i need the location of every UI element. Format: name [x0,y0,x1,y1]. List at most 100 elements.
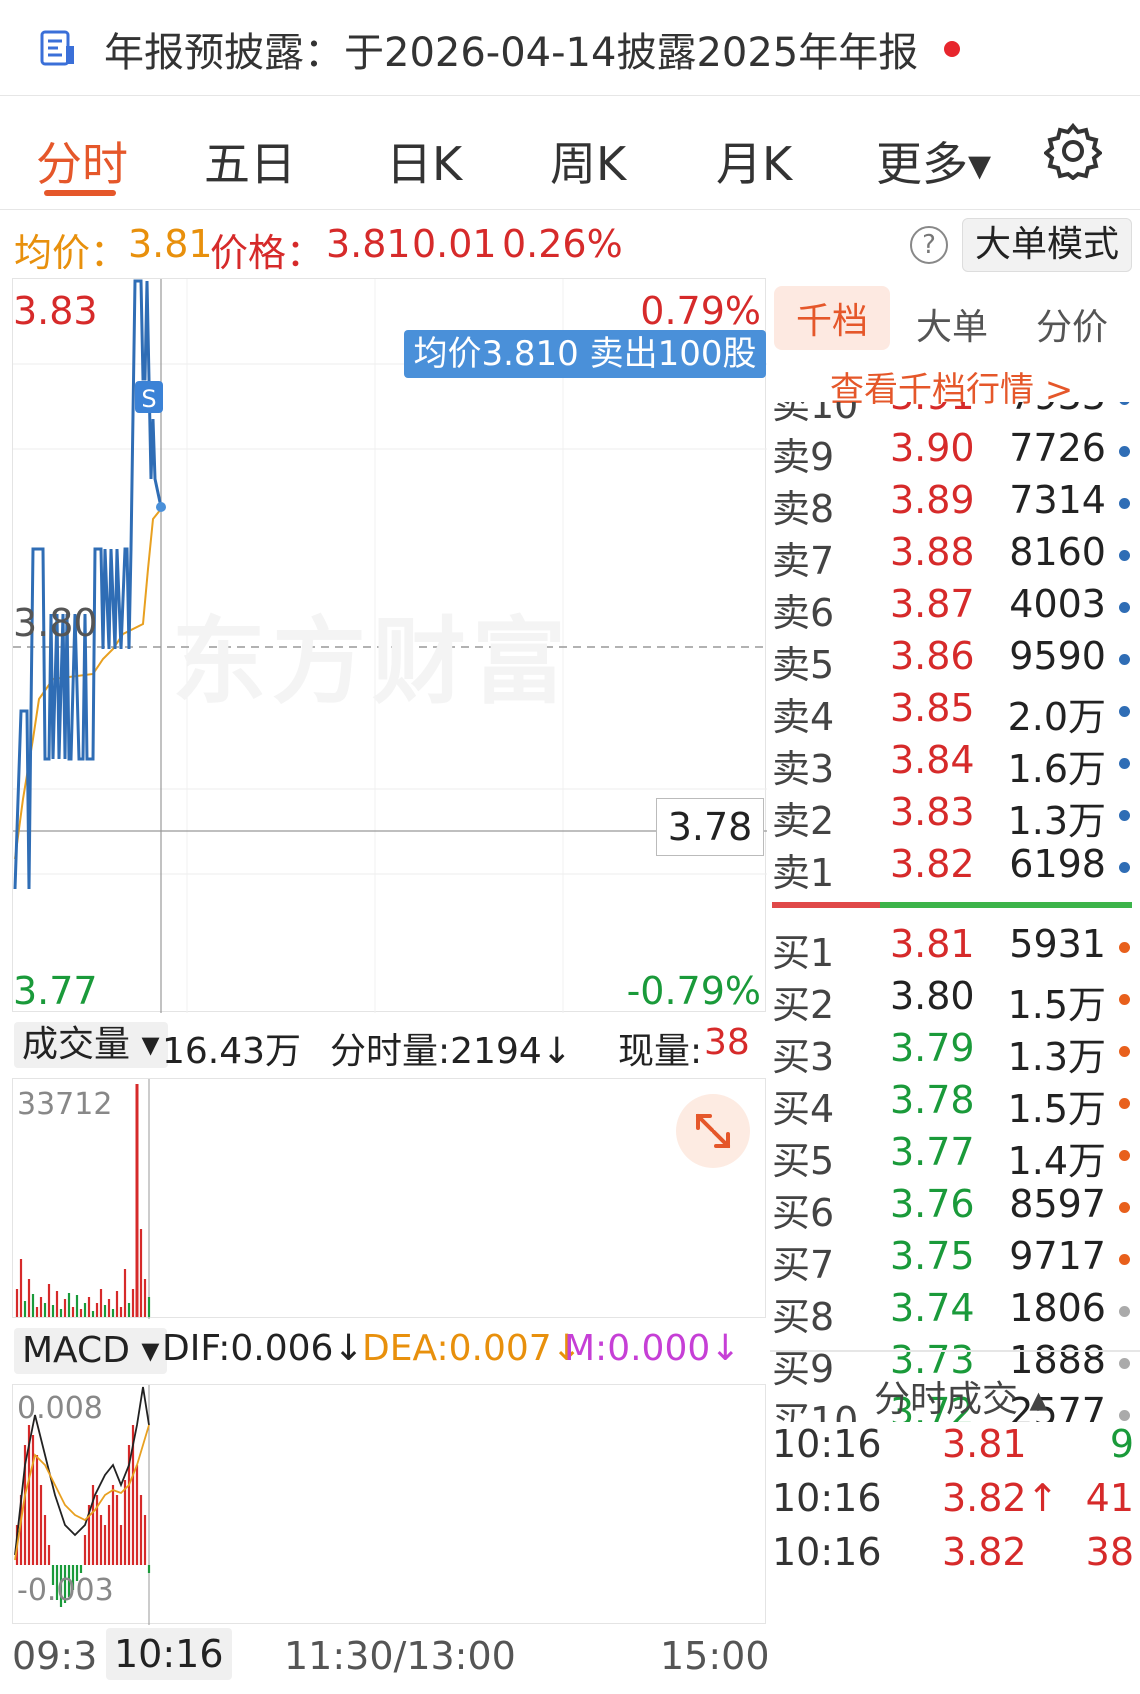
announcement-bar[interactable]: 年报预披露：于2026-04-14披露2025年年报 [0,0,1140,96]
buy-row[interactable]: 买9 3.73 1888 [770,1338,1140,1391]
macd-dea: DEA:0.007↓ [362,1328,582,1369]
order-price: 3.83 [890,790,975,834]
time-end: 15:00 [660,1634,770,1678]
active-tab-indicator [44,190,116,196]
order-level-label: 买5 [772,1139,835,1183]
order-level-label: 卖2 [772,799,835,843]
order-price: 3.79 [890,1026,975,1070]
order-price: 3.73 [890,1338,975,1382]
order-volume: 1.5万 [1007,983,1106,1027]
tab-thousand-level[interactable]: 千档 [774,286,891,350]
order-level-label: 买10 [772,1399,859,1422]
minute-volume: 分时量:2194↓ [330,1031,572,1072]
current-volume-value: 38 [704,1022,750,1063]
bid-ask-ratio-bar [772,902,1132,908]
order-level-label: 买2 [772,983,835,1027]
price-value: 3.81 [326,222,411,266]
buy-row[interactable]: 买4 3.78 1.5万 [770,1078,1140,1131]
sell-row[interactable]: 卖5 3.86 9590 [770,634,1140,687]
order-dot-icon [1119,810,1130,821]
total-volume: 16.43万 [162,1031,302,1072]
price-change: 0.01 [412,222,497,266]
sell-row[interactable]: 卖9 3.90 7726 [770,426,1140,479]
tab-price-distribution[interactable]: 分价 [1036,307,1109,348]
macd-bottom-label: -0.003 [17,1573,114,1608]
indicator-select-macd[interactable]: MACD ▾ [14,1328,168,1374]
sell-row[interactable]: 卖6 3.87 4003 [770,582,1140,635]
sell-marker: S [141,385,156,413]
big-order-mode-button[interactable]: 大单模式 [962,218,1132,272]
order-dot-icon [1119,994,1130,1005]
buy-row[interactable]: 买2 3.80 1.5万 [770,974,1140,1027]
trade-row: 10:16 3.82↑ 41 [770,1476,1140,1528]
order-price: 3.80 [890,974,975,1018]
buy-row[interactable]: 买3 3.79 1.3万 [770,1026,1140,1079]
order-dot-icon [1119,1098,1130,1109]
tab-intraday[interactable]: 分时 [36,137,128,191]
sell-row[interactable]: 卖7 3.88 8160 [770,530,1140,583]
order-volume: 8597 [1009,1182,1106,1226]
volume-chart[interactable]: 33712 [12,1078,766,1319]
order-volume: 1806 [1009,1286,1106,1330]
tab-daily-k[interactable]: 日K [386,137,463,191]
time-cursor: 10:16 [106,1628,232,1680]
order-level-label: 卖7 [772,539,835,583]
trade-list: 10:16 3.81 9 10:16 3.82↑ 41 10:16 3.82 38 [770,1422,1140,1694]
period-tabs: 分时 五日 日K 周K 月K 更多▾ [0,98,1140,210]
avg-price-value: 3.81 [128,222,213,266]
order-price: 3.91 [890,402,975,418]
tab-more[interactable]: 更多▾ [876,137,992,191]
gear-icon[interactable] [1044,122,1102,180]
sell-row[interactable]: 卖1 3.82 6198 [770,842,1140,895]
y-bottom-left: 3.77 [13,969,98,1013]
order-dot-icon [1119,706,1130,717]
macd-top-label: 0.008 [17,1391,103,1426]
help-icon[interactable]: ? [910,226,948,264]
order-volume: 5931 [1009,922,1106,966]
buy-row[interactable]: 买6 3.76 8597 [770,1182,1140,1235]
y-top-left: 3.83 [13,289,98,333]
tab-five-day[interactable]: 五日 [204,137,296,191]
crosshair-price-label: 3.78 [656,798,764,856]
announcement-title: 年报预披露：于2026-04-14披露2025年年报 [104,30,919,76]
crosshair-tooltip: 均价3.810 卖出100股 [404,330,766,378]
order-dot-icon [1119,654,1130,665]
buy-row[interactable]: 买7 3.75 9717 [770,1234,1140,1287]
trades-title[interactable]: 分时成交 ▴ [874,1379,1048,1420]
tab-big-order[interactable]: 大单 [916,307,989,348]
buy-row[interactable]: 买8 3.74 1806 [770,1286,1140,1339]
trade-time: 10:16 [772,1530,882,1574]
tab-monthly-k[interactable]: 月K [716,137,793,191]
sell-row[interactable]: 卖3 3.84 1.6万 [770,738,1140,791]
order-volume: 9717 [1009,1234,1106,1278]
indicator-select-volume[interactable]: 成交量 ▾ [14,1022,168,1068]
sell-row[interactable]: 卖10 3.91 7933 [770,402,1140,427]
sell-row[interactable]: 卖2 3.83 1.3万 [770,790,1140,843]
order-volume: 1.3万 [1007,1035,1106,1079]
expand-icon[interactable] [676,1094,750,1168]
volume-header: 成交量 ▾ 16.43万 分时量:2194↓ 现量: 38 [12,1014,766,1076]
trade-time: 10:16 [772,1476,882,1520]
order-level-label: 买4 [772,1087,835,1131]
buy-row[interactable]: 买1 3.81 5931 [770,922,1140,975]
order-dot-icon [1119,1306,1130,1317]
order-volume: 7726 [1009,426,1106,470]
trade-volume: 9 [1109,1422,1134,1466]
order-price: 3.87 [890,582,975,626]
order-level-label: 卖3 [772,747,835,791]
buy-row[interactable]: 买10 3.72 2577 [770,1390,1140,1422]
order-price: 3.82 [890,842,975,886]
order-dot-icon [1119,862,1130,873]
tab-weekly-k[interactable]: 周K [550,137,627,191]
order-volume: 1888 [1009,1338,1106,1382]
macd-lines [14,1385,151,1625]
order-dot-icon [1119,550,1130,561]
view-thousand-level-link[interactable]: 查看千档行情 > [830,370,1074,410]
time-mid: 11:30/13:00 [284,1634,516,1678]
order-level-label: 买9 [772,1347,835,1391]
order-volume: 8160 [1009,530,1106,574]
sell-row[interactable]: 卖4 3.85 2.0万 [770,686,1140,739]
buy-row[interactable]: 买5 3.77 1.4万 [770,1130,1140,1183]
macd-chart[interactable]: 0.008 -0.003 [12,1384,766,1625]
sell-row[interactable]: 卖8 3.89 7314 [770,478,1140,531]
